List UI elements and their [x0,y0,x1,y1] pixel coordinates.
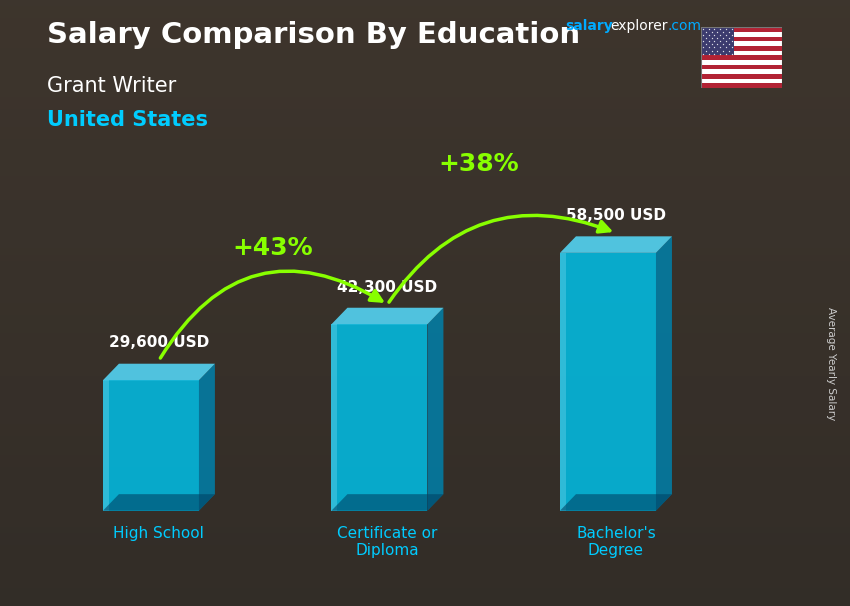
Text: Bachelor's
Degree: Bachelor's Degree [576,525,656,558]
Polygon shape [332,308,444,324]
Polygon shape [560,253,566,511]
Bar [701,69,782,74]
Polygon shape [332,494,444,511]
Polygon shape [103,494,215,511]
Bar [701,60,782,65]
Polygon shape [199,364,215,511]
Text: .com: .com [667,19,701,33]
Polygon shape [103,380,199,511]
Bar [701,41,782,46]
Bar [701,27,734,55]
Bar [701,32,782,36]
Polygon shape [103,364,215,380]
Text: High School: High School [113,525,204,541]
Text: Average Yearly Salary: Average Yearly Salary [826,307,836,420]
Text: 29,600 USD: 29,600 USD [109,336,209,350]
Text: explorer: explorer [610,19,668,33]
Text: +38%: +38% [439,152,519,176]
Polygon shape [428,308,444,511]
Bar [701,55,782,60]
Bar [701,50,782,55]
Polygon shape [103,380,109,511]
Bar [701,65,782,69]
Polygon shape [656,236,672,511]
Polygon shape [560,494,672,511]
Bar [701,83,782,88]
Text: 42,300 USD: 42,300 USD [337,279,438,295]
Bar [701,79,782,83]
Polygon shape [560,236,672,253]
Text: United States: United States [47,110,207,130]
Bar [701,46,782,50]
Text: 58,500 USD: 58,500 USD [566,208,666,223]
Text: Grant Writer: Grant Writer [47,76,176,96]
Bar [701,27,782,32]
Bar [701,36,782,41]
Polygon shape [560,253,656,511]
Text: Salary Comparison By Education: Salary Comparison By Education [47,21,580,49]
Text: +43%: +43% [233,236,314,260]
Bar [701,74,782,79]
Text: Certificate or
Diploma: Certificate or Diploma [337,525,438,558]
Polygon shape [332,324,428,511]
Polygon shape [332,324,337,511]
Text: salary: salary [565,19,613,33]
